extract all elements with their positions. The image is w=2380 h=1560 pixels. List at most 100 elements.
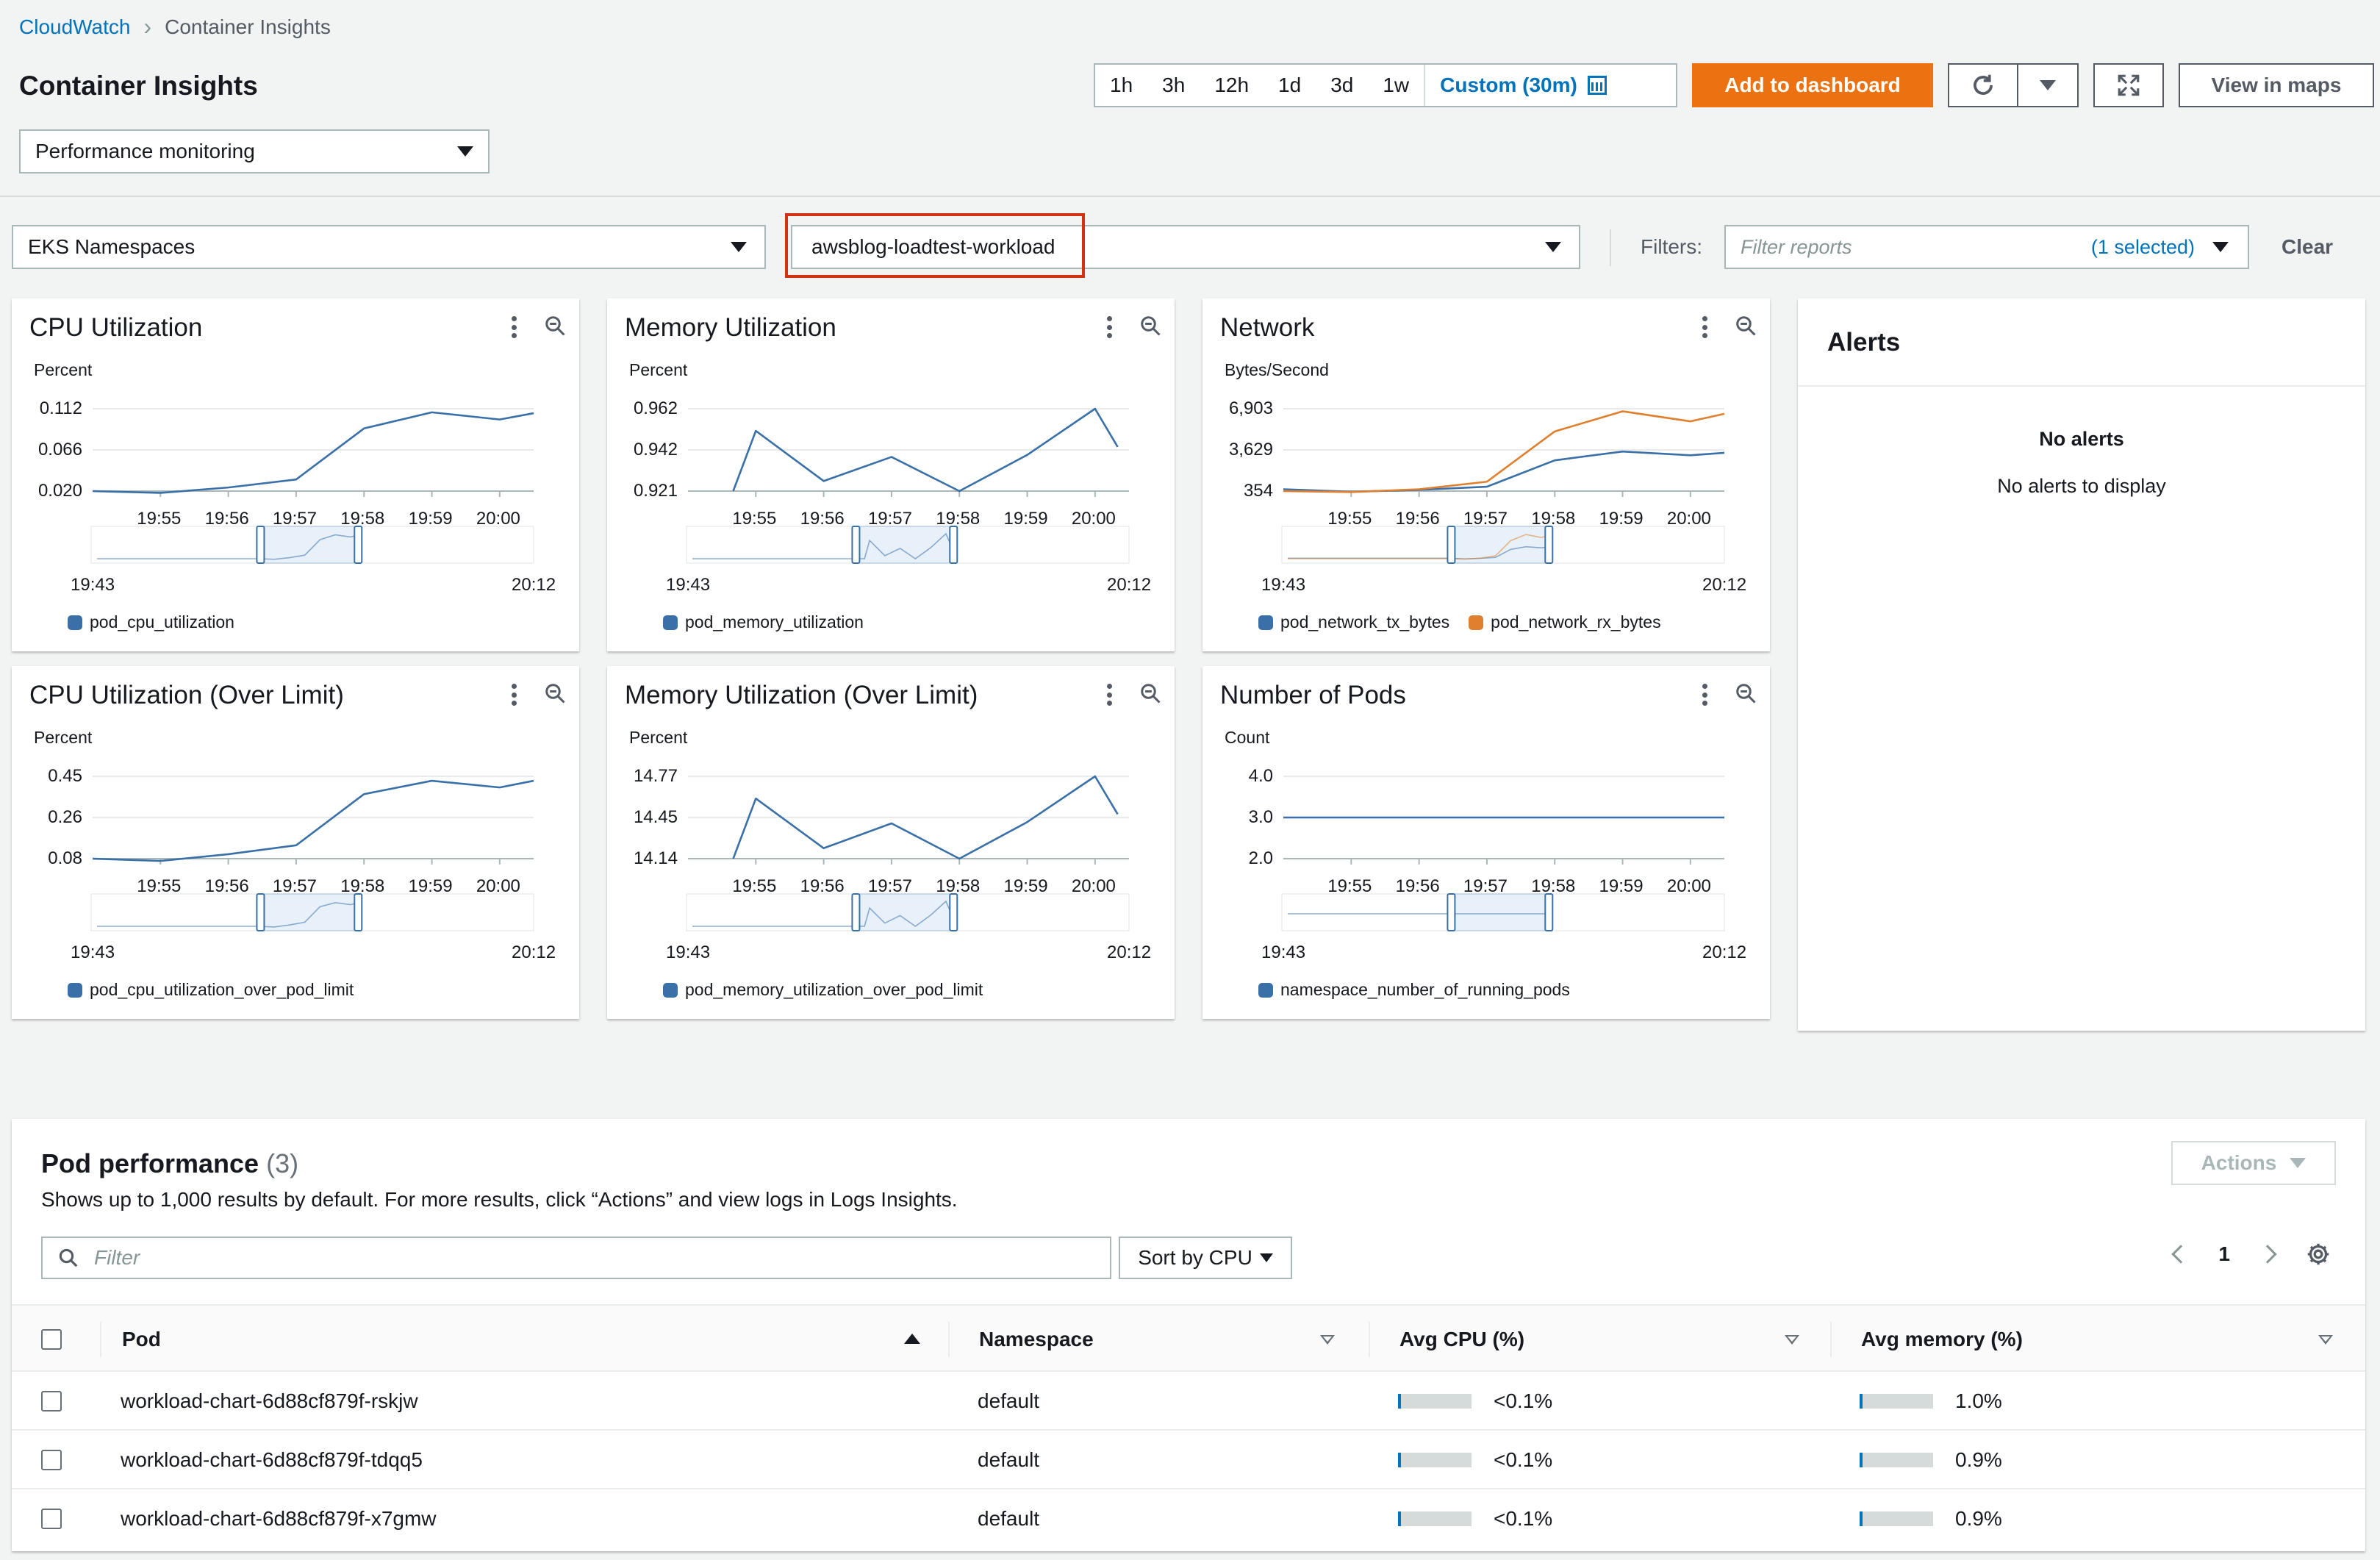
legend-item[interactable]: pod_network_rx_bytes [1469, 612, 1661, 632]
resource-type-select[interactable]: EKS Namespaces [12, 225, 766, 269]
table-row[interactable]: workload-chart-6d88cf879f-tdqq5 default … [12, 1431, 2365, 1489]
legend-item[interactable]: pod_cpu_utilization_over_pod_limit [68, 980, 354, 1000]
timeline-brush-handle[interactable] [1544, 526, 1554, 564]
sort-icon[interactable] [2318, 1335, 2333, 1345]
zoom-out-icon[interactable] [544, 315, 566, 337]
pod-filter-input[interactable]: Filter [41, 1237, 1111, 1279]
memory-bar [1860, 1453, 1933, 1467]
y-tick-label: 354 [1243, 481, 1273, 501]
legend-item[interactable]: namespace_number_of_running_pods [1258, 980, 1570, 1000]
legend-item[interactable]: pod_cpu_utilization [68, 612, 234, 632]
legend-item[interactable]: pod_memory_utilization_over_pod_limit [663, 980, 983, 1000]
select-all-checkbox[interactable] [41, 1329, 62, 1350]
x-tick-label: 20:00 [1071, 876, 1116, 896]
view-mode-select[interactable]: Performance monitoring [19, 129, 490, 173]
x-tick-label: 19:59 [1599, 876, 1644, 896]
resource-select[interactable]: awsblog-loadtest-workload [791, 225, 1580, 269]
more-options-icon[interactable] [512, 684, 517, 706]
cpu-value: <0.1% [1494, 1389, 1553, 1412]
sort-icon[interactable] [1320, 1335, 1335, 1345]
column-divider [1369, 1322, 1370, 1357]
timeline-brush-handle[interactable] [949, 526, 958, 564]
timeline-start-label: 19:43 [1261, 575, 1306, 595]
time-range-selector: 1h 3h 12h 1d 3d 1w Custom (30m) [1094, 63, 1677, 107]
table-row[interactable]: workload-chart-6d88cf879f-x7gmw default … [12, 1489, 2365, 1548]
more-options-icon[interactable] [1702, 316, 1708, 338]
y-tick-label: 3.0 [1248, 807, 1273, 827]
more-options-icon[interactable] [512, 316, 517, 338]
legend-label: pod_cpu_utilization [90, 612, 234, 631]
zoom-out-icon[interactable] [1735, 315, 1757, 337]
widget-title: CPU Utilization (Over Limit) [29, 681, 344, 709]
time-range-custom[interactable]: Custom (30m) [1424, 65, 1621, 106]
timeline-brush-handle[interactable] [354, 526, 363, 564]
widget-memory-utilization: Memory Utilization Percent 0.962 0.942 0.921… [607, 298, 1175, 651]
page-number[interactable]: 1 [2218, 1242, 2230, 1265]
timeline-brush-handle[interactable] [851, 893, 861, 931]
fullscreen-button[interactable] [2093, 63, 2164, 107]
legend-label: pod_memory_utilization_over_pod_limit [685, 980, 983, 999]
row-checkbox[interactable] [41, 1391, 62, 1411]
more-options-icon[interactable] [1702, 684, 1708, 706]
refresh-button[interactable] [1948, 63, 2018, 107]
row-checkbox[interactable] [41, 1509, 62, 1529]
legend-item[interactable]: pod_memory_utilization [663, 612, 864, 632]
legend-item[interactable]: pod_network_tx_bytes [1258, 612, 1449, 632]
add-to-dashboard-button[interactable]: Add to dashboard [1692, 63, 1933, 107]
x-tick-label: 19:56 [204, 876, 249, 896]
sort-icon[interactable] [1785, 1335, 1799, 1345]
legend-label: pod_network_tx_bytes [1280, 612, 1450, 631]
column-header-avg-memory[interactable]: Avg memory (%) [1861, 1328, 2023, 1350]
memory-value: 0.9% [1955, 1507, 2002, 1530]
zoom-out-icon[interactable] [1735, 682, 1757, 704]
legend-swatch [1258, 982, 1273, 998]
time-range-1w[interactable]: 1w [1383, 74, 1410, 96]
column-divider [100, 1322, 101, 1357]
filter-reports-input[interactable]: Filter reports (1 selected) [1724, 225, 2249, 269]
chart-plot [1281, 776, 1725, 931]
timeline-brush-handle[interactable] [1544, 893, 1554, 931]
timeline-series-line [692, 900, 952, 927]
column-divider [948, 1322, 950, 1357]
next-page-icon[interactable] [2258, 1245, 2277, 1264]
timeline-brush-handle[interactable] [256, 893, 265, 931]
actions-button[interactable]: Actions [2171, 1141, 2336, 1185]
column-header-pod[interactable]: Pod [122, 1328, 161, 1350]
refresh-options-button[interactable] [2017, 63, 2079, 107]
view-mode-value: Performance monitoring [35, 140, 255, 162]
sort-ascending-icon[interactable] [904, 1334, 920, 1344]
timeline-brush-handle[interactable] [1447, 893, 1456, 931]
y-axis-unit: Count [1225, 728, 1270, 747]
time-range-1h[interactable]: 1h [1110, 74, 1133, 96]
table-row[interactable]: workload-chart-6d88cf879f-rskjw default … [12, 1372, 2365, 1431]
timeline-brush-handle[interactable] [1447, 526, 1456, 564]
zoom-out-icon[interactable] [544, 682, 566, 704]
row-checkbox[interactable] [41, 1450, 62, 1470]
time-range-3h[interactable]: 3h [1162, 74, 1186, 96]
timeline-brush-handle[interactable] [354, 893, 363, 931]
caret-down-icon [1259, 1253, 1273, 1262]
more-options-icon[interactable] [1107, 684, 1113, 706]
more-options-icon[interactable] [1107, 316, 1113, 338]
y-tick-label: 0.26 [48, 807, 82, 827]
breadcrumb-cloudwatch-link[interactable]: CloudWatch [19, 15, 131, 38]
y-axis-unit: Percent [34, 728, 93, 747]
time-range-12h[interactable]: 12h [1214, 74, 1250, 96]
timeline-brush-handle[interactable] [949, 893, 958, 931]
cpu-bar [1398, 1511, 1472, 1526]
clear-filters-link[interactable]: Clear [2282, 235, 2334, 258]
time-range-1d[interactable]: 1d [1278, 74, 1302, 96]
view-in-maps-button[interactable]: View in maps [2179, 63, 2374, 107]
prev-page-icon[interactable] [2171, 1245, 2191, 1264]
pod-namespace: default [978, 1389, 1040, 1412]
zoom-out-icon[interactable] [1139, 682, 1161, 704]
time-range-3d[interactable]: 3d [1330, 74, 1354, 96]
widget-number-of-pods: Number of Pods Count 4.0 3.0 2.0 19:55 19:56 19… [1202, 666, 1770, 1019]
sort-select[interactable]: Sort by CPU [1119, 1237, 1292, 1279]
column-header-namespace[interactable]: Namespace [979, 1328, 1094, 1350]
gear-icon[interactable] [2305, 1241, 2331, 1267]
timeline-brush-handle[interactable] [851, 526, 861, 564]
column-header-avg-cpu[interactable]: Avg CPU (%) [1399, 1328, 1525, 1350]
timeline-brush-handle[interactable] [256, 526, 265, 564]
zoom-out-icon[interactable] [1139, 315, 1161, 337]
